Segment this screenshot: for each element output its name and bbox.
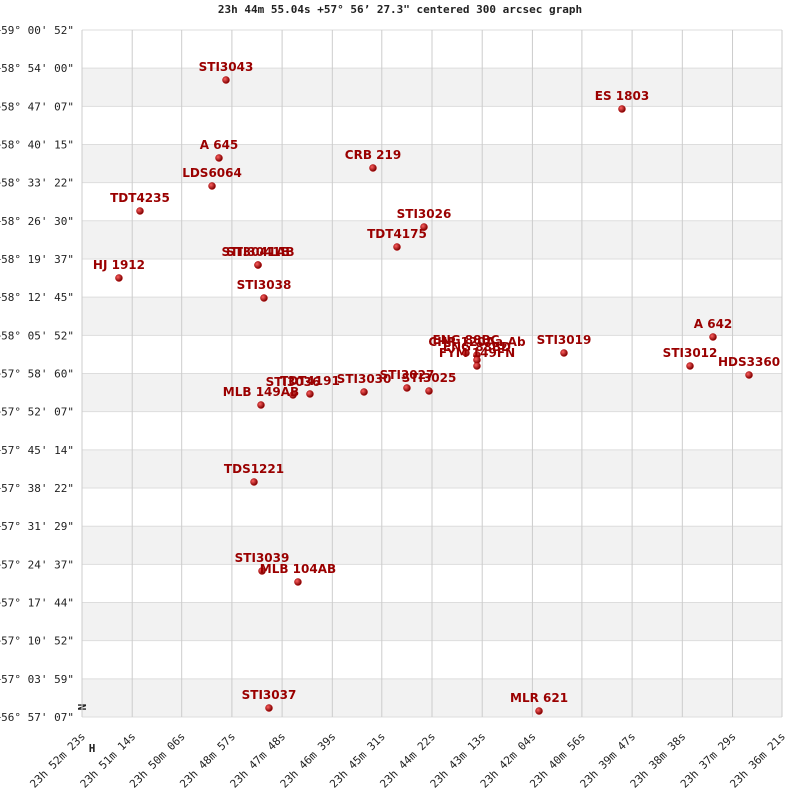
y-tick-label: +58° 12' 45" (0, 291, 74, 304)
star-point (369, 164, 377, 172)
star-point (136, 207, 144, 215)
y-tick-label: +58° 33' 22" (0, 177, 74, 190)
star-point (360, 388, 368, 396)
y-tick-label: +57° 45' 14" (0, 444, 74, 457)
y-tick-label: +57° 58' 60" (0, 367, 74, 380)
star-label: STI3012 (663, 346, 718, 360)
star-point (289, 391, 297, 399)
y-tick-label: +58° 19' 37" (0, 253, 74, 266)
y-tick-label: +58° 40' 15" (0, 138, 74, 151)
y-tick-label: +58° 54' 00" (0, 62, 74, 75)
star-point (709, 333, 717, 341)
star-label: LDS6064 (182, 166, 242, 180)
star-point (745, 371, 753, 379)
star-label: A 642 (694, 317, 733, 331)
y-tick-label: +57° 52' 07" (0, 406, 74, 419)
star-label: STI3027 (380, 368, 435, 382)
star-label: STI3038 (237, 278, 292, 292)
y-tick-label: +57° 03' 59" (0, 673, 74, 686)
star-point (425, 387, 433, 395)
star-point (250, 478, 258, 486)
star-point (535, 707, 543, 715)
star-point (208, 182, 216, 190)
star-label: FYM 149FN (439, 346, 515, 360)
star-label: HDS3360 (718, 355, 780, 369)
star-point (618, 105, 626, 113)
star-label: STI3036 (266, 375, 321, 389)
star-label: MLB 104AB (260, 562, 336, 576)
y-tick-label: +57° 31' 29" (0, 520, 74, 533)
star-label: CRB 219 (345, 148, 401, 162)
star-label: MLB 149AB (223, 385, 299, 399)
star-point (265, 704, 273, 712)
star-label: ENG 88BC (433, 333, 500, 347)
star-point (215, 154, 223, 162)
star-point (258, 567, 266, 575)
y-tick-label: +57° 24' 37" (0, 558, 74, 571)
star-label: STI3030 (337, 372, 392, 386)
star-point (115, 274, 123, 282)
star-label: TDT4191 (280, 374, 340, 388)
star-label: STI3025 (402, 371, 457, 385)
star-point (260, 294, 268, 302)
star-point (420, 223, 428, 231)
star-point (403, 384, 411, 392)
y-tick-label: +58° 47' 07" (0, 100, 74, 113)
star-point (222, 76, 230, 84)
star-label: STI3039 (235, 551, 290, 565)
star-point (254, 261, 262, 269)
star-label: STI3037 (242, 688, 297, 702)
star-label: ENG 88BD (443, 340, 511, 354)
star-label: TDT4235 (110, 191, 170, 205)
star-label: TDS1221 (224, 462, 284, 476)
star-point (257, 401, 265, 409)
star-label: STI3041B (226, 245, 290, 259)
star-point (462, 349, 470, 357)
y-tick-label: +56° 57' 07" (0, 711, 74, 724)
star-label: ES 1803 (595, 89, 649, 103)
star-label: STI3041AB (221, 245, 294, 259)
compass-east: H (89, 742, 96, 755)
star-point (686, 362, 694, 370)
y-tick-label: +57° 10' 52" (0, 635, 74, 648)
star-label: A 645 (200, 138, 239, 152)
star-label: MLR 621 (510, 691, 568, 705)
star-label: STI3019 (537, 333, 592, 347)
star-label: HJ 1912 (93, 258, 145, 272)
y-tick-label: +57° 38' 22" (0, 482, 74, 495)
y-tick-label: +59° 00' 52" (0, 24, 74, 37)
star-point (560, 349, 568, 357)
star-label: STI3043 (199, 60, 254, 74)
y-tick-label: +58° 26' 30" (0, 215, 74, 228)
star-label: STI3026 (397, 207, 452, 221)
star-label: CHR 120Aa,Ab (428, 335, 526, 349)
star-point (294, 578, 302, 586)
chart-title: 23h 44m 55.04s +57° 56’ 27.3" centered 3… (218, 3, 582, 16)
y-tick-label: +57° 17' 44" (0, 597, 74, 610)
star-point (473, 362, 481, 370)
star-point (393, 243, 401, 251)
y-tick-label: +58° 05' 52" (0, 329, 74, 342)
star-point (306, 390, 314, 398)
star-label: TDT4175 (367, 227, 427, 241)
